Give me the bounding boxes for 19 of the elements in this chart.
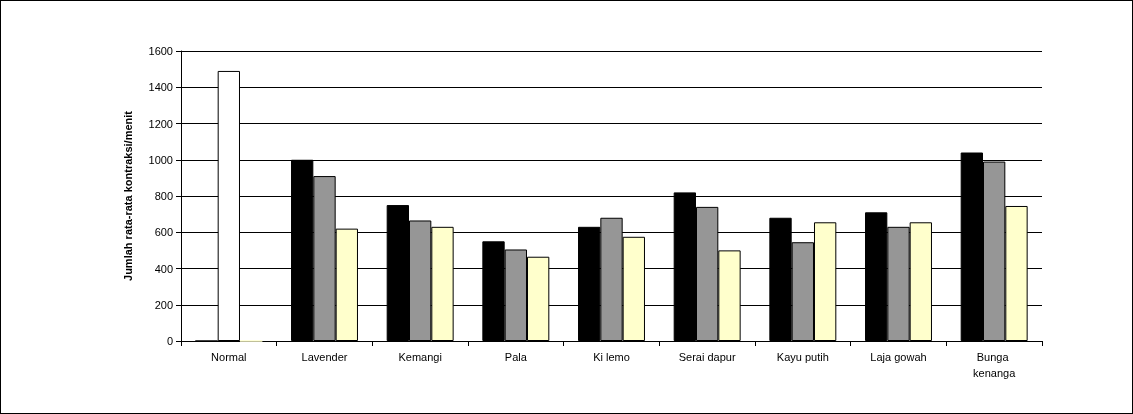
x-tick-label: Kayu putih	[776, 351, 829, 363]
x-tick-label: Laja gowah	[870, 351, 927, 363]
y-tick-label: 1400	[148, 81, 173, 94]
y-axis-title: Jumlah rata-rata kontraksi/menit	[121, 110, 134, 281]
y-tick-label: 600	[154, 226, 173, 239]
x-tick-label: Kemangi	[398, 351, 442, 363]
y-tick-label: 0	[166, 335, 173, 347]
x-tick-label: Pala	[504, 351, 528, 363]
x-tick-label: Ki lemo	[593, 351, 630, 363]
y-tick-label: 200	[154, 298, 173, 311]
y-tick-label: 400	[154, 262, 173, 275]
x-tick-label: Bunga kenanga	[973, 351, 1017, 379]
x-tick-label: Lavender	[301, 351, 348, 363]
y-tick-label: 800	[154, 190, 173, 202]
x-tick-label: Normal	[211, 351, 247, 363]
y-tick-label: 1600	[148, 45, 173, 57]
y-tick-label: 1000	[148, 153, 173, 166]
x-tick-label: Serai dapur	[678, 351, 736, 363]
y-tick-label: 1200	[148, 117, 173, 130]
